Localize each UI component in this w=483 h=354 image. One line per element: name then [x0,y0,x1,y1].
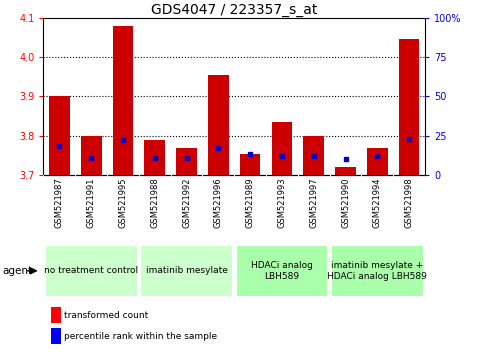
FancyBboxPatch shape [45,245,138,297]
Bar [240,154,260,175]
Bar [399,39,419,175]
Text: imatinib mesylate: imatinib mesylate [145,266,227,275]
Bar [367,148,388,175]
Text: GSM521997: GSM521997 [309,177,318,228]
Text: GSM521994: GSM521994 [373,177,382,228]
FancyBboxPatch shape [140,245,233,297]
Bar [49,97,70,175]
Bar [51,307,61,323]
Bar [335,167,356,175]
Bar [303,136,324,175]
Text: GSM521995: GSM521995 [118,177,128,228]
Text: GSM521996: GSM521996 [214,177,223,228]
Text: GSM521992: GSM521992 [182,177,191,228]
Bar [81,136,101,175]
Text: GSM521989: GSM521989 [246,177,255,228]
Text: GSM521987: GSM521987 [55,177,64,228]
Text: imatinib mesylate +
HDACi analog LBH589: imatinib mesylate + HDACi analog LBH589 [327,261,427,280]
Bar [144,140,165,175]
Bar [113,25,133,175]
Bar [208,75,228,175]
FancyBboxPatch shape [236,245,328,297]
Text: GSM521991: GSM521991 [86,177,96,228]
Bar [176,148,197,175]
Text: GSM521988: GSM521988 [150,177,159,228]
Text: GSM521990: GSM521990 [341,177,350,228]
Text: agent: agent [2,266,32,276]
Title: GDS4047 / 223357_s_at: GDS4047 / 223357_s_at [151,3,317,17]
Text: percentile rank within the sample: percentile rank within the sample [64,332,217,341]
Text: no treatment control: no treatment control [44,266,138,275]
Text: GSM521998: GSM521998 [405,177,413,228]
Text: HDACi analog
LBH589: HDACi analog LBH589 [251,261,313,280]
Bar [271,122,292,175]
FancyBboxPatch shape [331,245,424,297]
Text: transformed count: transformed count [64,310,149,320]
Text: GSM521993: GSM521993 [277,177,286,228]
Bar [51,328,61,344]
